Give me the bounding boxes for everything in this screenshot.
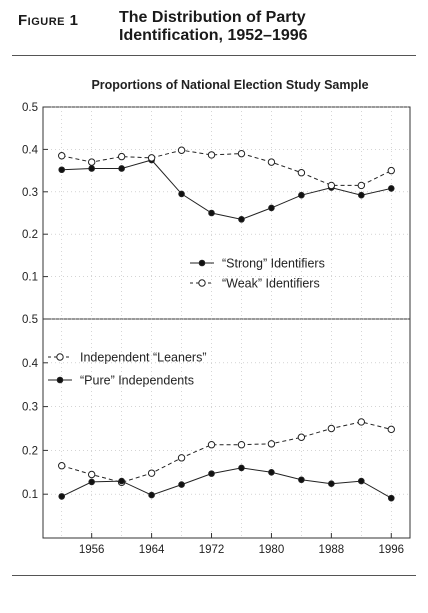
footer-rule <box>12 575 416 576</box>
y-tick-label: 0.5 <box>22 102 38 114</box>
data-point <box>387 494 395 502</box>
data-point <box>298 191 305 199</box>
header-rule <box>12 55 416 56</box>
legend-label: “Weak” Identifiers <box>222 277 320 291</box>
data-point <box>387 166 395 175</box>
data-point <box>267 158 276 166</box>
x-tick-label: 1972 <box>199 544 225 556</box>
data-point <box>58 493 66 500</box>
legend-marker <box>56 353 64 361</box>
data-point <box>358 477 365 485</box>
data-point <box>297 169 306 177</box>
data-point <box>87 158 96 166</box>
legend-label: Independent “Leaners” <box>80 351 206 365</box>
data-point <box>268 469 275 476</box>
data-point <box>387 185 395 192</box>
figure-title: The Distribution of Party Identification… <box>119 9 419 45</box>
data-point <box>88 478 95 486</box>
data-point <box>237 441 246 449</box>
data-point <box>58 462 66 470</box>
chart-title: Proportions of National Election Study S… <box>91 78 368 92</box>
data-point <box>298 476 305 484</box>
data-point <box>58 152 66 160</box>
figure-label: Figure 1 <box>18 12 79 29</box>
x-tick-label: 1980 <box>259 544 285 556</box>
series-line-2-1 <box>61 421 392 483</box>
y-tick-label: 0.4 <box>22 358 39 370</box>
y-tick-label: 0.3 <box>22 187 38 199</box>
x-tick-label: 1996 <box>378 544 404 556</box>
figure-title-line-1: The Distribution of Party <box>119 9 306 26</box>
plot-frame-2 <box>42 318 411 539</box>
data-point <box>208 470 215 477</box>
data-point <box>87 470 96 479</box>
data-point <box>117 152 126 161</box>
y-tick-label: 0.4 <box>22 144 39 156</box>
figure-title-line-2: Identification, 1952–1996 <box>119 27 308 44</box>
data-point <box>268 204 275 212</box>
data-point <box>328 480 335 487</box>
legend-marker <box>198 279 206 287</box>
data-point <box>237 149 246 158</box>
data-point <box>118 477 125 485</box>
data-point <box>207 151 216 159</box>
y-tick-label: 0.1 <box>22 489 38 501</box>
data-point <box>387 425 395 434</box>
data-point <box>327 181 336 190</box>
x-tick-label: 1988 <box>319 544 345 556</box>
x-tick-label: 1956 <box>79 544 105 556</box>
data-point <box>147 154 156 162</box>
y-tick-label: 0.3 <box>22 402 38 414</box>
data-point <box>147 469 156 477</box>
data-point <box>357 418 366 426</box>
series-line-1-2 <box>61 149 392 186</box>
y-tick-label: 0.2 <box>22 445 38 457</box>
data-point <box>327 424 336 433</box>
data-point <box>148 491 155 499</box>
y-tick-label: 0.2 <box>22 229 38 241</box>
data-point <box>178 190 185 198</box>
data-point <box>297 433 306 441</box>
y-tick-label: 0.1 <box>22 272 38 284</box>
data-point <box>267 440 276 448</box>
data-point <box>118 165 125 172</box>
data-point <box>358 191 365 199</box>
legend-label: “Strong” Identifiers <box>222 257 325 271</box>
data-point <box>357 181 366 190</box>
legend-marker <box>198 259 206 267</box>
data-point <box>238 216 245 223</box>
legend-label: “Pure” Independents <box>80 374 194 388</box>
data-point <box>238 464 245 472</box>
legend-marker <box>56 376 64 384</box>
data-point <box>177 454 186 462</box>
data-point <box>177 146 186 154</box>
y-tick-label: 0.5 <box>22 314 38 326</box>
x-tick-label: 1964 <box>139 544 165 556</box>
data-point <box>178 481 185 488</box>
data-point <box>58 166 66 174</box>
data-point <box>207 441 216 449</box>
data-point <box>88 165 95 172</box>
series-line-1-1 <box>61 159 392 220</box>
data-point <box>208 209 215 217</box>
series-line-2-2 <box>61 467 392 499</box>
